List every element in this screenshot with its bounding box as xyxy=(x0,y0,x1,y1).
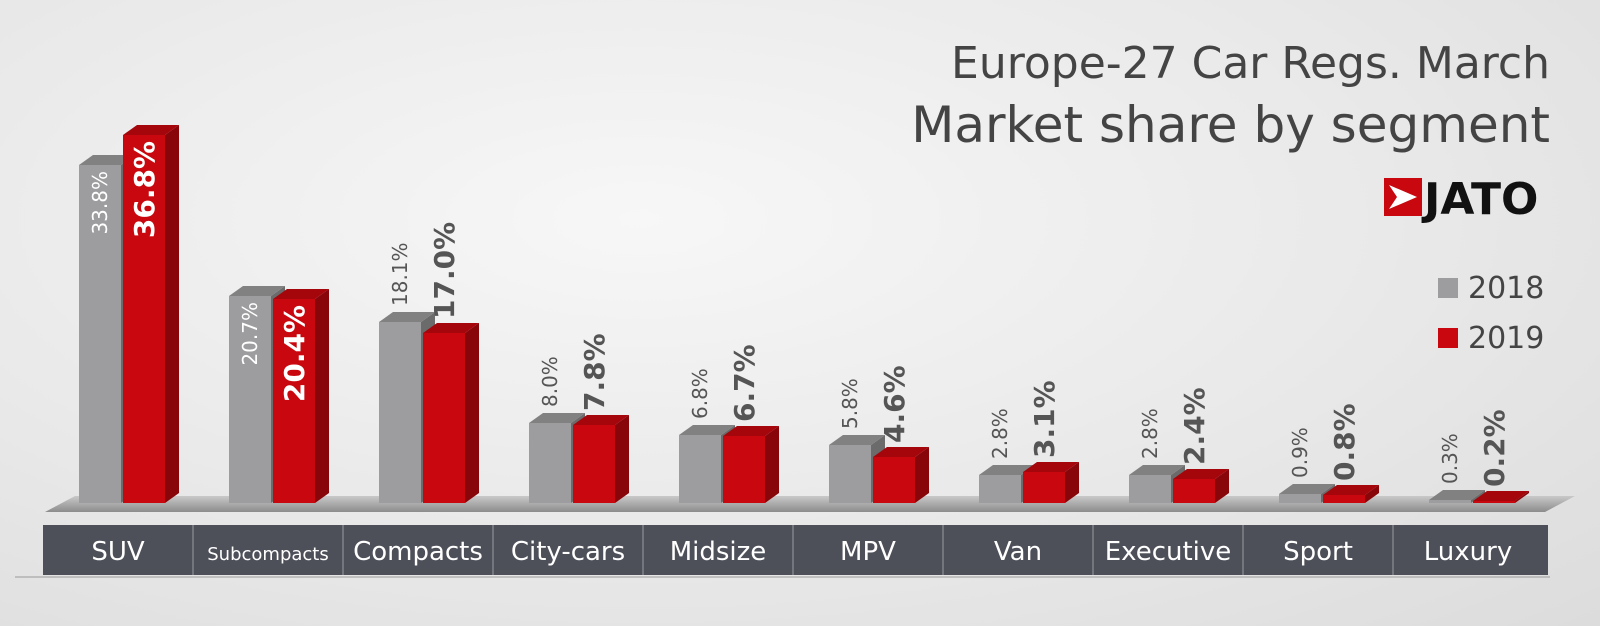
legend-label-2019: 2019 xyxy=(1468,321,1544,356)
category-label-midsize: Midsize xyxy=(670,537,767,567)
category-label-mpv: MPV xyxy=(840,537,896,567)
value-label-2018-mpv: 5.8% xyxy=(838,378,862,429)
jato-logo-arrow-icon xyxy=(1389,185,1417,209)
value-label-2018-van: 2.8% xyxy=(988,408,1012,459)
jato-logo: JATO xyxy=(1384,174,1538,225)
value-label-2019-sport: 0.8% xyxy=(1328,403,1361,481)
bar-2019-sport xyxy=(1323,485,1379,503)
value-label-2018-sport: 0.9% xyxy=(1288,427,1312,478)
category-label-executive: Executive xyxy=(1105,537,1232,567)
chart-subtitle: Market share by segment xyxy=(911,96,1550,154)
value-label-2019-suv: 36.8% xyxy=(128,141,161,238)
category-label-suv: SUV xyxy=(91,537,145,567)
value-label-2019-compacts: 17.0% xyxy=(428,222,461,319)
bar-2019-van xyxy=(1023,462,1079,503)
bars-layer xyxy=(79,125,1529,503)
legend-swatch-2018 xyxy=(1438,278,1458,298)
category-label-van: Van xyxy=(994,537,1042,567)
bar-2019-executive xyxy=(1173,469,1229,503)
bar-2019-mpv xyxy=(873,447,929,503)
value-label-2019-subcompacts: 20.4% xyxy=(278,305,311,402)
value-label-2019-luxury: 0.2% xyxy=(1478,409,1511,487)
category-label-subcompacts: Subcompacts xyxy=(207,544,329,565)
value-label-2019-van: 3.1% xyxy=(1028,380,1061,458)
value-label-2018-suv: 33.8% xyxy=(88,171,112,235)
jato-logo-text: JATO xyxy=(1421,174,1538,225)
value-labels-layer: 33.8% 36.8% 20.7% 20.4% 18.1% 17.0% 8.0% 7.8% 6.… xyxy=(88,141,1511,487)
category-labels-layer: SUV Subcompacts Compacts City-cars Midsize MP… xyxy=(91,525,1512,575)
value-label-2019-city-cars: 7.8% xyxy=(578,333,611,411)
bar-2019-subcompacts xyxy=(273,289,329,503)
legend-label-2018: 2018 xyxy=(1468,271,1544,306)
value-label-2019-mpv: 4.6% xyxy=(878,365,911,443)
value-label-2018-city-cars: 8.0% xyxy=(538,356,562,407)
category-label-sport: Sport xyxy=(1283,537,1353,567)
bar-2019-suv xyxy=(123,125,179,503)
legend-swatch-2019 xyxy=(1438,328,1458,348)
bar-2019-compacts xyxy=(423,323,479,503)
value-label-2018-subcompacts: 20.7% xyxy=(238,302,262,366)
bar-2018-luxury xyxy=(1429,490,1485,503)
legend: 2018 2019 xyxy=(1438,271,1544,356)
category-label-city-cars: City-cars xyxy=(511,537,625,567)
category-label-compacts: Compacts xyxy=(353,537,483,567)
value-label-2018-executive: 2.8% xyxy=(1138,408,1162,459)
bar-2019-city-cars xyxy=(573,415,629,503)
value-label-2018-luxury: 0.3% xyxy=(1438,433,1462,484)
category-label-luxury: Luxury xyxy=(1424,537,1512,567)
chart-title: Europe-27 Car Regs. March xyxy=(951,38,1550,89)
bar-2019-midsize xyxy=(723,426,779,503)
value-label-2018-midsize: 6.8% xyxy=(688,368,712,419)
value-label-2019-midsize: 6.7% xyxy=(728,344,761,422)
category-band xyxy=(43,525,1548,575)
value-label-2018-compacts: 18.1% xyxy=(388,242,412,306)
value-label-2019-executive: 2.4% xyxy=(1178,387,1211,465)
bar-2018-van xyxy=(979,465,1035,503)
bar-2019-luxury xyxy=(1473,491,1529,503)
